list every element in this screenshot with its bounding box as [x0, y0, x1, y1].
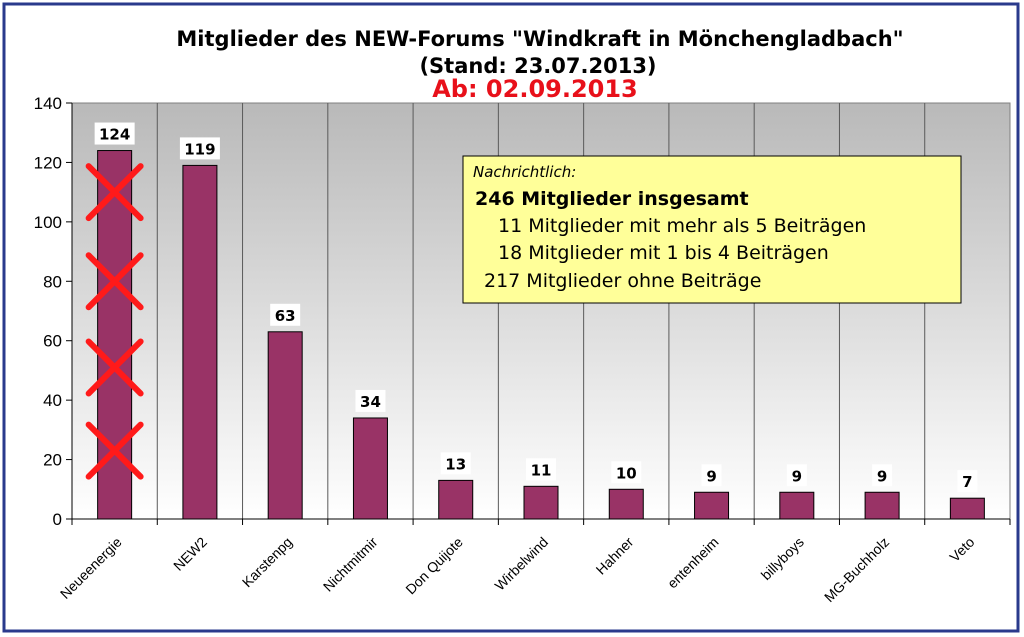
- data-label: 119: [184, 140, 215, 158]
- y-tick-label: 140: [34, 94, 62, 113]
- data-label: 124: [99, 126, 130, 144]
- bar: [352, 417, 388, 520]
- data-label: 11: [531, 461, 552, 479]
- cross-stroke: [85, 252, 144, 311]
- bar: [182, 164, 218, 520]
- data-label: 9: [706, 467, 716, 485]
- data-label: 9: [792, 467, 802, 485]
- cross-stroke: [85, 163, 144, 222]
- annotation-total: 246 Mitglieder insgesamt: [475, 188, 749, 210]
- data-label-background: [957, 470, 978, 493]
- data-labels: 124 119 63 34 13 11 10 9 9 9 7: [94, 122, 978, 493]
- data-label: 63: [275, 307, 296, 325]
- data-label-background: [786, 464, 807, 487]
- y-axis-ticks: 0 20 40 60 80 100 120 140: [34, 94, 72, 529]
- y-tick-label: 80: [43, 272, 62, 291]
- data-label-background: [94, 122, 135, 145]
- cross-mark: [85, 421, 144, 480]
- annotation-background: [462, 155, 962, 304]
- bar: [438, 479, 474, 520]
- bar: [267, 331, 303, 520]
- cross-mark: [85, 252, 144, 311]
- y-tick-label: 40: [43, 391, 62, 410]
- annotation-line: 18 Mitglieder mit 1 bis 4 Beiträgen: [498, 242, 829, 264]
- annotation-line: 11 Mitglieder mit mehr als 5 Beiträgen: [498, 215, 866, 237]
- bar-series: [97, 150, 985, 520]
- cross-stroke: [85, 421, 144, 480]
- annotation-box: Nachrichtlich: 246 Mitglieder insgesamt …: [462, 155, 962, 304]
- chart-subtitle: (Stand: 23.07.2013): [419, 54, 656, 78]
- data-label: 34: [360, 393, 381, 411]
- data-label-background: [872, 464, 893, 487]
- data-label: 13: [445, 455, 466, 473]
- cross-mark: [85, 163, 144, 222]
- cross-mark: [85, 338, 144, 397]
- data-label: 7: [962, 473, 972, 491]
- bar: [779, 491, 815, 520]
- data-label: 10: [616, 464, 637, 482]
- cross-marks: [85, 163, 144, 480]
- data-label: 9: [877, 467, 887, 485]
- bar: [694, 491, 730, 520]
- y-tick-label: 20: [43, 451, 62, 470]
- chart-subtitle-red: Ab: 02.09.2013: [432, 75, 638, 103]
- y-tick-label: 120: [34, 153, 62, 172]
- data-label-background: [179, 137, 220, 160]
- data-label-background: [526, 458, 556, 481]
- bar: [608, 488, 644, 520]
- cross-stroke: [85, 338, 144, 397]
- y-tick-label: 60: [43, 332, 62, 351]
- data-label-background: [355, 389, 386, 412]
- data-label-background: [611, 461, 642, 484]
- bar: [864, 491, 900, 520]
- grid-lines: [156, 103, 926, 519]
- bar: [949, 497, 985, 520]
- chart-title: Mitglieder des NEW-Forums "Windkraft in …: [176, 27, 903, 51]
- data-label-background: [701, 464, 722, 487]
- bar: [523, 485, 559, 520]
- annotation-line: 217 Mitglieder ohne Beiträge: [484, 270, 761, 292]
- y-tick-label: 0: [53, 510, 62, 529]
- annotation-header: Nachrichtlich:: [473, 163, 576, 181]
- bar: [97, 150, 133, 520]
- data-label-background: [440, 452, 471, 475]
- y-tick-label: 100: [34, 213, 62, 232]
- data-label-background: [270, 303, 301, 326]
